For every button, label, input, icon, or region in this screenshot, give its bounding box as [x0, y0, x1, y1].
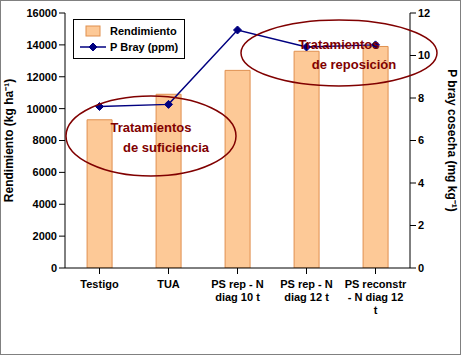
- svg-text:10000: 10000: [26, 103, 57, 115]
- svg-text:Testigo: Testigo: [80, 278, 119, 290]
- svg-text:0: 0: [51, 262, 57, 274]
- svg-text:6000: 6000: [33, 166, 57, 178]
- svg-text:4: 4: [418, 177, 425, 189]
- svg-text:12000: 12000: [26, 71, 57, 83]
- svg-text:de suficiencia: de suficiencia: [123, 140, 210, 155]
- svg-text:8000: 8000: [33, 134, 57, 146]
- svg-text:Rendimiento (kg ha⁻¹): Rendimiento (kg ha⁻¹): [8, 79, 16, 202]
- svg-text:TUA: TUA: [157, 278, 180, 290]
- svg-text:2000: 2000: [33, 230, 57, 242]
- svg-text:16000: 16000: [26, 7, 57, 19]
- svg-text:6: 6: [418, 134, 424, 146]
- svg-text:PS rep - Ndiag 10 t: PS rep - Ndiag 10 t: [211, 278, 264, 303]
- svg-text:PS rep - Ndiag 12 t: PS rep - Ndiag 12 t: [280, 278, 333, 303]
- svg-text:2: 2: [418, 219, 424, 231]
- svg-text:0: 0: [418, 262, 424, 274]
- svg-text:P bray cosecha (mg kg⁻¹): P bray cosecha (mg kg⁻¹): [445, 69, 453, 212]
- svg-text:14000: 14000: [26, 39, 57, 51]
- svg-text:12: 12: [418, 7, 430, 19]
- svg-text:Tratamientos: Tratamientos: [111, 120, 192, 135]
- svg-text:10: 10: [418, 49, 430, 61]
- html-text:P Bray (ppm): P Bray (ppm): [110, 41, 179, 53]
- svg-text:8: 8: [418, 92, 424, 104]
- svg-text:de reposición: de reposición: [312, 57, 397, 72]
- html-text:Rendimiento: Rendimiento: [110, 25, 177, 37]
- svg-text:Tratamientos: Tratamientos: [299, 37, 380, 52]
- svg-text:4000: 4000: [33, 198, 57, 210]
- svg-text:PS reconstr- N diag 12t: PS reconstr- N diag 12t: [345, 278, 407, 316]
